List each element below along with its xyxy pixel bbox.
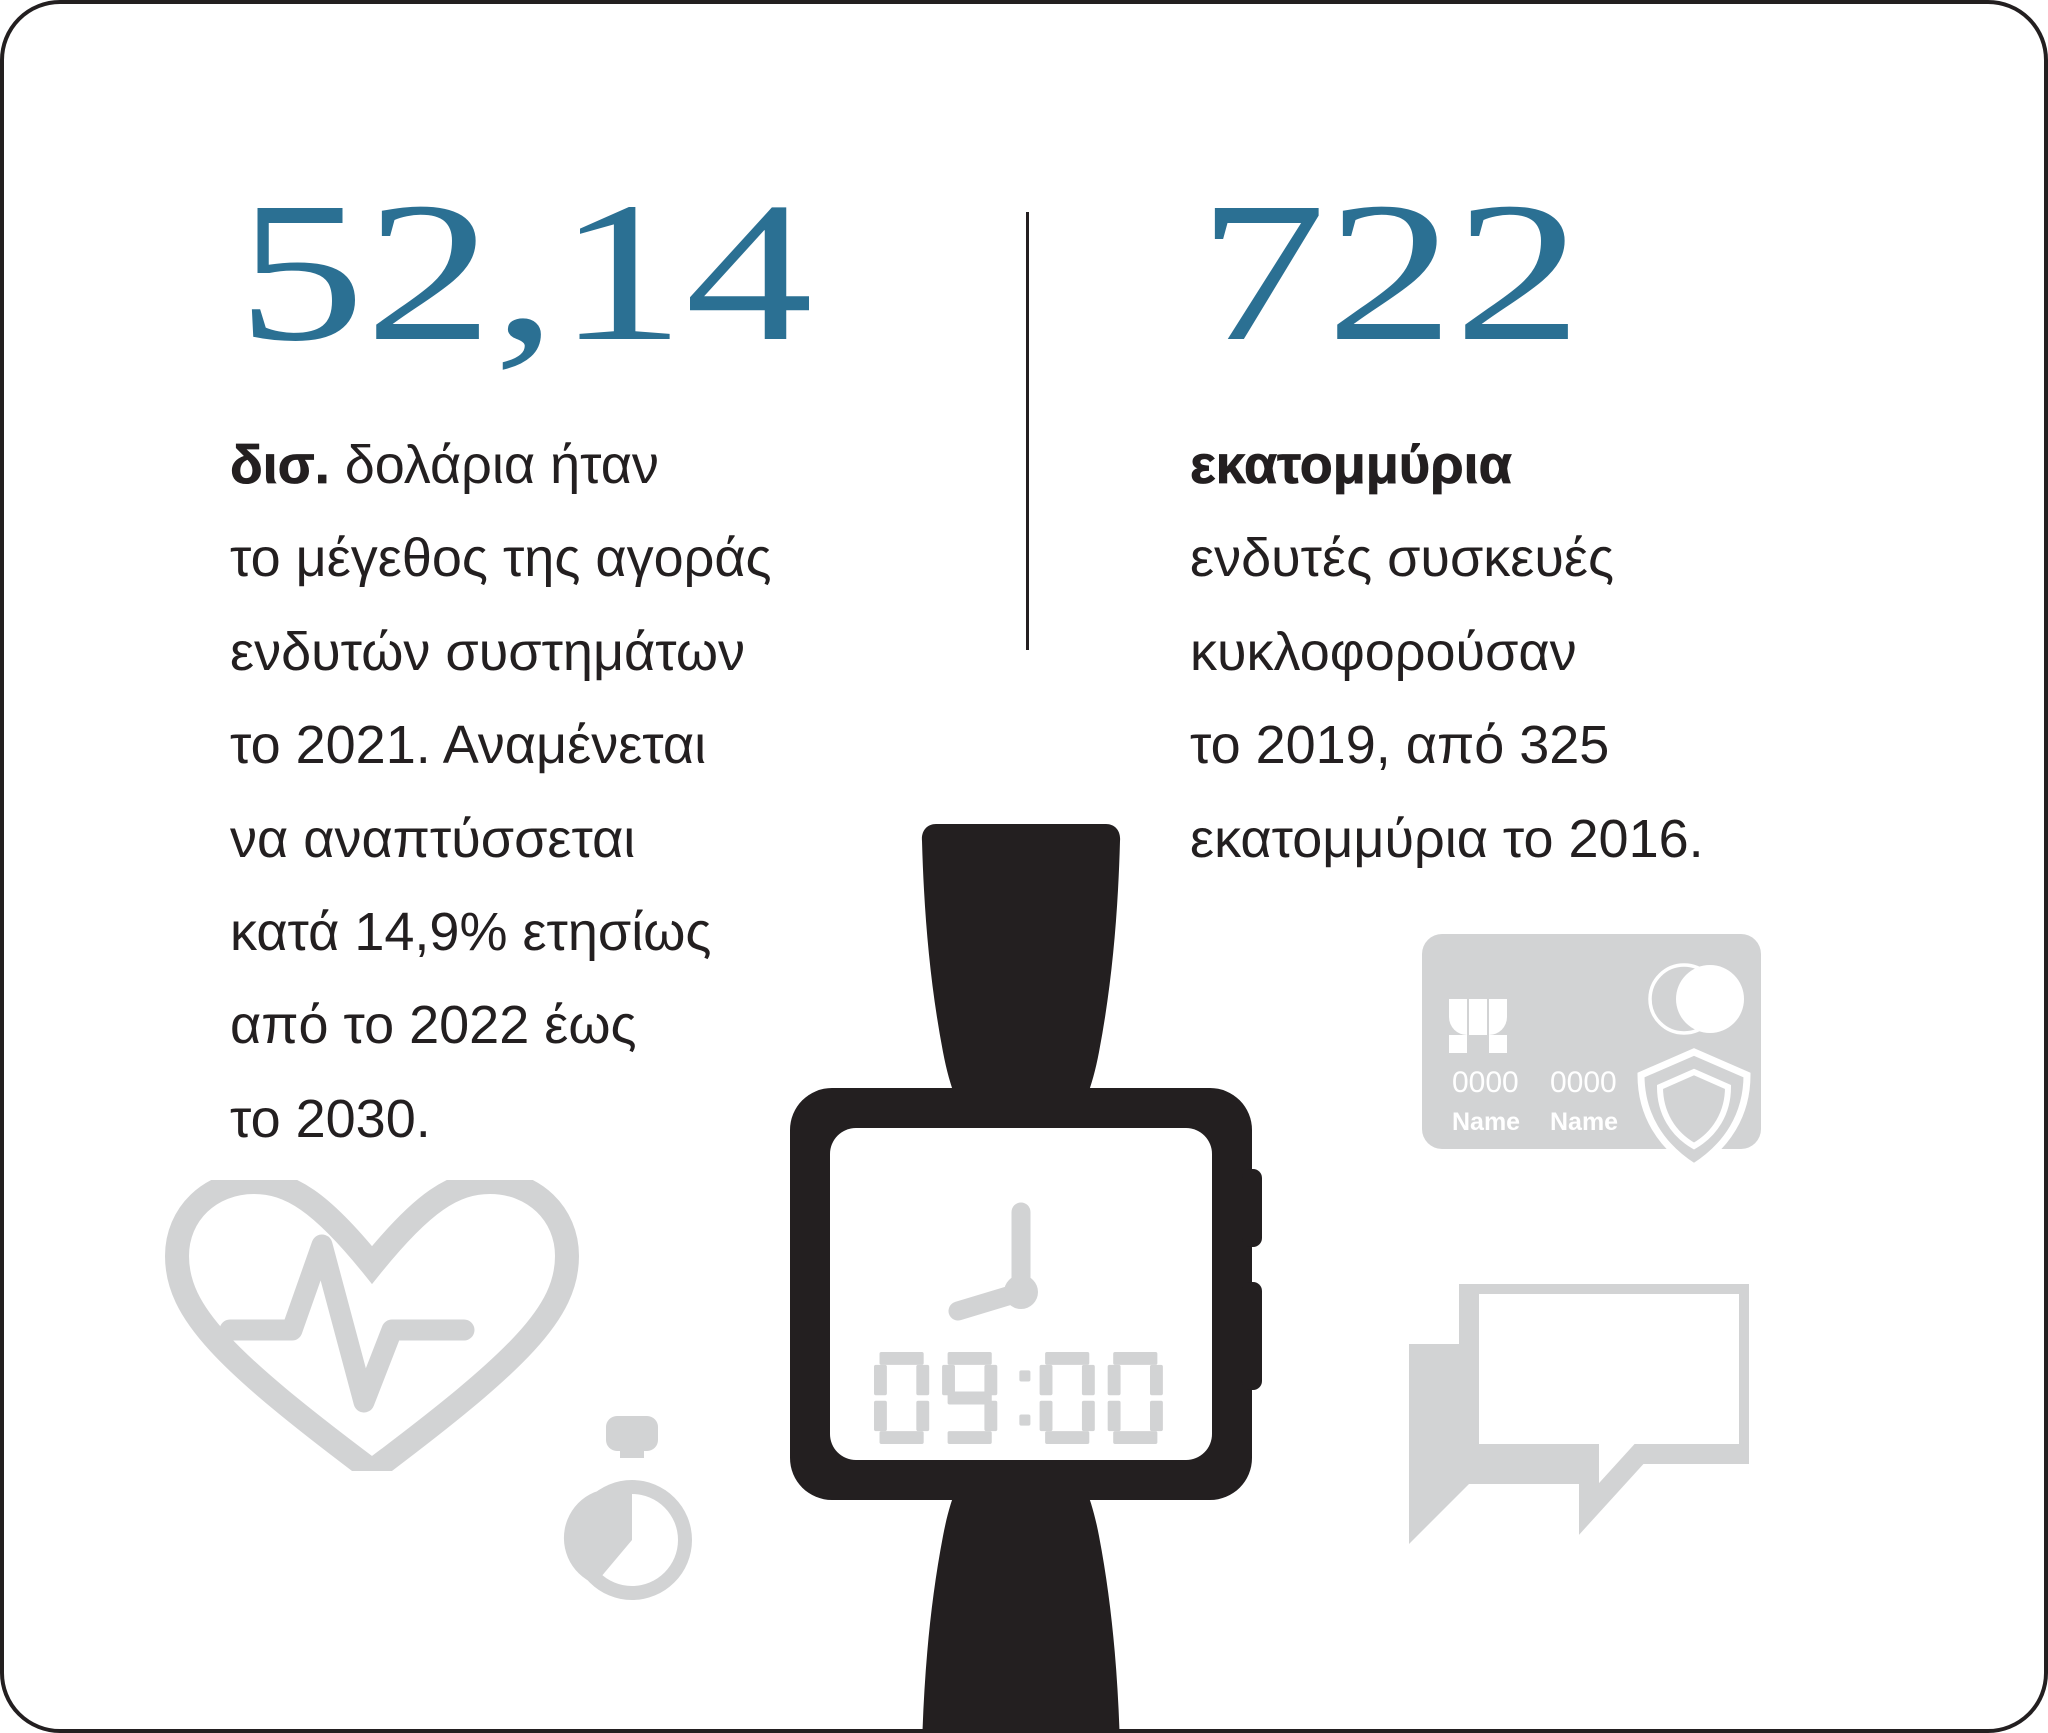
svg-text:0000: 0000	[1550, 1066, 1617, 1099]
svg-text:Name: Name	[1452, 1108, 1520, 1136]
svg-text:0000: 0000	[1452, 1066, 1519, 1099]
svg-text:Name: Name	[1550, 1108, 1618, 1136]
